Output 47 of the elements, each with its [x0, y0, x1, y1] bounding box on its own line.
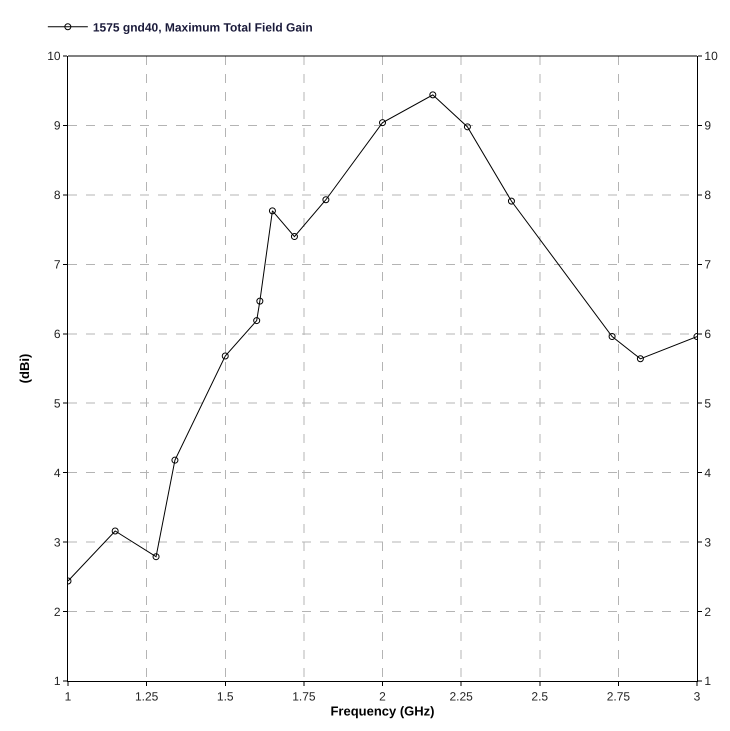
- y2-tick-label: 8: [704, 188, 712, 202]
- x-tick-label: 1.75: [292, 689, 316, 704]
- point: [608, 333, 616, 340]
- y2-tick-label: 7: [704, 258, 712, 272]
- y-tick-label: 9: [54, 118, 61, 133]
- y2-tick-label: 9: [704, 118, 712, 133]
- y2-tick-label: 1: [704, 674, 712, 688]
- x-tick-label: 2.75: [606, 689, 630, 704]
- point: [429, 91, 436, 98]
- point: [636, 355, 644, 362]
- y2-tick-label: 4: [704, 466, 712, 480]
- point: [256, 298, 264, 305]
- x-axis-title: Frequency (GHz): [330, 703, 435, 718]
- point: [464, 123, 471, 130]
- x-tick-label: 2: [379, 689, 386, 704]
- point: [508, 198, 515, 205]
- point: [253, 317, 260, 324]
- y-tick-label: 4: [54, 466, 61, 480]
- x-tick-label: 3: [694, 689, 701, 704]
- y2-tick-label: 10: [704, 49, 718, 64]
- y-tick-label: 10: [47, 49, 61, 64]
- point: [322, 196, 330, 204]
- x-tick-label: 1.25: [134, 689, 159, 704]
- y-tick-label: 8: [54, 188, 61, 202]
- x-tick-label: 1: [64, 689, 72, 704]
- legend-label: 1575 gnd40, Maximum Total Field Gain: [92, 20, 313, 34]
- y2-tick-label: 3: [704, 535, 712, 550]
- x-tick-label: 2.25: [449, 689, 474, 704]
- y-tick-label: 5: [54, 396, 61, 410]
- y2-tick-label: 5: [704, 396, 712, 410]
- y-axis-title: (dBi): [17, 354, 32, 384]
- y-tick-label: 3: [54, 535, 61, 550]
- y-tick-label: 6: [54, 326, 61, 341]
- y-tick-label: 1: [54, 674, 61, 688]
- x-tick-label: 1.5: [216, 689, 234, 704]
- y-tick-label: 7: [54, 258, 61, 272]
- point: [152, 553, 160, 560]
- point: [112, 528, 119, 534]
- point: [290, 233, 298, 240]
- y-tick-label: 2: [54, 604, 61, 619]
- point: [171, 456, 178, 464]
- point: [268, 207, 276, 214]
- y2-tick-label: 6: [704, 326, 712, 341]
- point: [379, 119, 386, 126]
- y2-tick-label: 2: [704, 604, 712, 619]
- x-tick-label: 2.5: [531, 689, 548, 704]
- point: [222, 352, 229, 360]
